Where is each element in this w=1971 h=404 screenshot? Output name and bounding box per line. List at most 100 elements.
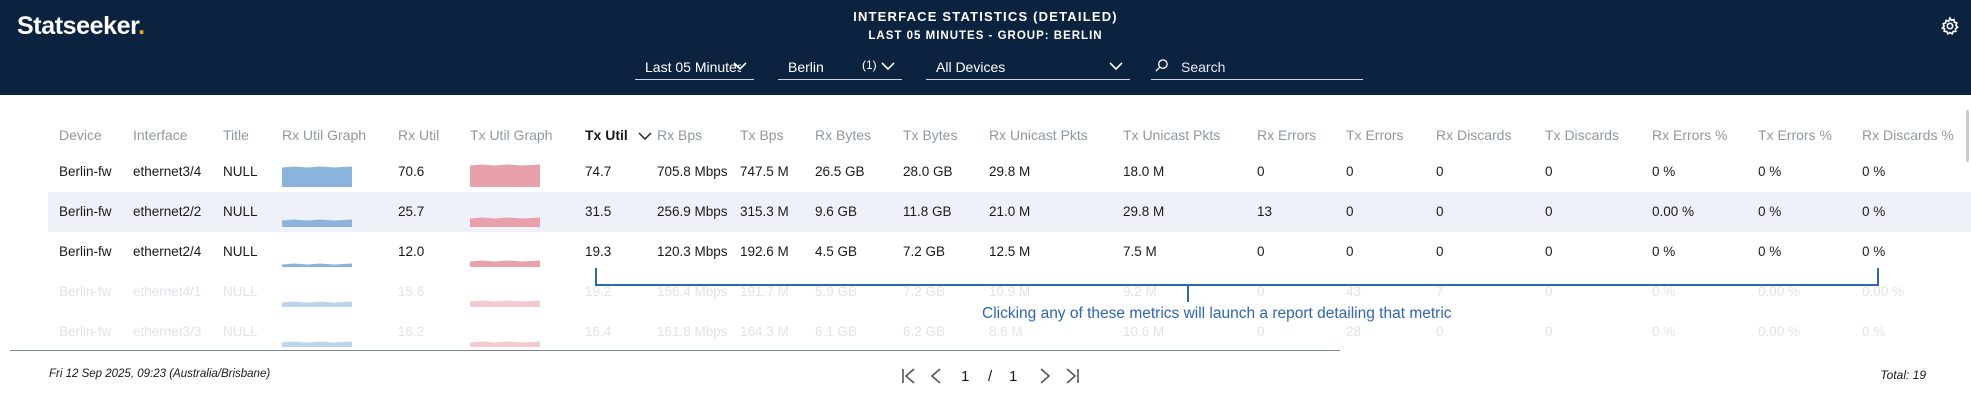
col-rx-bps[interactable]: Rx Bps	[657, 127, 703, 143]
cell-tx-ucast[interactable]: 9.2 M	[1123, 284, 1157, 299]
col-tx-bps[interactable]: Tx Bps	[740, 127, 784, 143]
cell-rx-bps[interactable]: 120.3 Mbps	[657, 244, 728, 259]
statseeker-logo[interactable]: Statseeker.	[17, 12, 145, 41]
cell-tx-ucast[interactable]: 10.6 M	[1123, 324, 1165, 339]
cell-tx-err-pct[interactable]: 0.00 %	[1758, 284, 1801, 299]
cell-rx-disc-pct[interactable]: 0 %	[1862, 324, 1886, 339]
col-title[interactable]: Title	[223, 127, 249, 143]
cell-rx-bps[interactable]: 256.9 Mbps	[657, 204, 728, 219]
cell-tx-util[interactable]: 16.4	[585, 324, 612, 339]
cell-rx-err-pct[interactable]: 0.00 %	[1652, 204, 1695, 219]
cell-rx-disc[interactable]: 0	[1436, 244, 1444, 259]
cell-rx-util[interactable]: 25.7	[398, 204, 425, 219]
cell-rx-bps[interactable]: 156.4 Mbps	[657, 284, 728, 299]
cell-tx-ucast[interactable]: 29.8 M	[1123, 204, 1165, 219]
cell-tx-bytes[interactable]: 6.2 GB	[903, 324, 946, 339]
cell-rx-ucast[interactable]: 8.6 M	[989, 324, 1023, 339]
cell-rx-err-pct[interactable]: 0 %	[1652, 284, 1676, 299]
cell-tx-bps[interactable]: 192.6 M	[740, 244, 789, 259]
cell-tx-bps[interactable]: 191.7 M	[740, 284, 789, 299]
cell-rx-bytes[interactable]: 4.5 GB	[815, 244, 858, 259]
cell-rx-err[interactable]: 13	[1257, 204, 1273, 219]
rx-util-graph[interactable]	[282, 198, 352, 227]
tx-util-graph[interactable]	[470, 238, 540, 267]
col-rx-errors[interactable]: Rx Errors	[1257, 127, 1317, 143]
cell-tx-disc[interactable]: 0	[1545, 204, 1553, 219]
cell-rx-ucast[interactable]: 12.5 M	[989, 244, 1031, 259]
col-tx-util-graph[interactable]: Tx Util Graph	[470, 127, 553, 143]
cell-tx-err[interactable]: 0	[1346, 204, 1354, 219]
col-rx-discards[interactable]: Rx Discards	[1436, 127, 1512, 143]
table-row[interactable]: Berlin-fw ethernet2/2 NULL 25.7 31.5 256.9 Mb…	[48, 192, 1971, 232]
group-select[interactable]: Berlin (1)	[778, 56, 902, 80]
cell-rx-err-pct[interactable]: 0 %	[1652, 244, 1676, 259]
cell-tx-bps[interactable]: 747.5 M	[740, 164, 789, 179]
cell-rx-util[interactable]: 12.0	[398, 244, 425, 259]
tx-util-graph[interactable]	[470, 158, 540, 187]
col-tx-util[interactable]: Tx Util	[585, 127, 652, 143]
cell-tx-err[interactable]: 43	[1346, 284, 1362, 299]
col-interface[interactable]: Interface	[133, 127, 188, 143]
cell-rx-err-pct[interactable]: 0 %	[1652, 164, 1676, 179]
cell-tx-err-pct[interactable]: 0 %	[1758, 164, 1782, 179]
cell-rx-bytes[interactable]: 9.6 GB	[815, 204, 858, 219]
cell-rx-err[interactable]: 0	[1257, 244, 1265, 259]
next-page-icon[interactable]	[1036, 366, 1054, 386]
cell-rx-ucast[interactable]: 10.9 M	[989, 284, 1031, 299]
cell-tx-ucast[interactable]: 7.5 M	[1123, 244, 1157, 259]
cell-rx-bps[interactable]: 705.8 Mbps	[657, 164, 728, 179]
cell-tx-err-pct[interactable]: 0 %	[1758, 204, 1782, 219]
table-row[interactable]: Berlin-fw ethernet4/1 NULL 15.6 19.2 156.4 Mb…	[48, 272, 1971, 312]
cell-tx-err[interactable]: 0	[1346, 244, 1354, 259]
prev-page-icon[interactable]	[927, 366, 945, 386]
cell-tx-err-pct[interactable]: 0.00 %	[1758, 324, 1801, 339]
search-input[interactable]: Search	[1151, 56, 1363, 80]
col-tx-unicast-pkts[interactable]: Tx Unicast Pkts	[1123, 127, 1221, 143]
first-page-icon[interactable]	[900, 366, 918, 386]
cell-tx-err[interactable]: 28	[1346, 324, 1362, 339]
time-range-select[interactable]: Last 05 Minutes	[635, 56, 754, 80]
cell-rx-util[interactable]: 16.2	[398, 324, 425, 339]
horizontal-scrollbar[interactable]	[10, 350, 1340, 351]
col-rx-util-graph[interactable]: Rx Util Graph	[282, 127, 367, 143]
cell-rx-util[interactable]: 70.6	[398, 164, 425, 179]
col-tx-errors-pct[interactable]: Tx Errors %	[1758, 127, 1832, 143]
col-rx-util[interactable]: Rx Util	[398, 127, 440, 143]
cell-rx-disc-pct[interactable]: 0 %	[1862, 244, 1886, 259]
vertical-scrollbar[interactable]	[1966, 110, 1969, 162]
cell-tx-util[interactable]: 74.7	[585, 164, 612, 179]
cell-rx-ucast[interactable]: 21.0 M	[989, 204, 1031, 219]
col-rx-bytes[interactable]: Rx Bytes	[815, 127, 872, 143]
cell-rx-bytes[interactable]: 26.5 GB	[815, 164, 865, 179]
devices-select[interactable]: All Devices	[926, 56, 1130, 80]
cell-tx-util[interactable]: 31.5	[585, 204, 612, 219]
cell-tx-disc[interactable]: 0	[1545, 164, 1553, 179]
cell-rx-bytes[interactable]: 5.9 GB	[815, 284, 858, 299]
cell-rx-disc-pct[interactable]: 0 %	[1862, 204, 1886, 219]
cell-rx-disc[interactable]: 7	[1436, 284, 1444, 299]
col-rx-unicast-pkts[interactable]: Rx Unicast Pkts	[989, 127, 1088, 143]
cell-tx-bps[interactable]: 164.3 M	[740, 324, 789, 339]
cell-tx-disc[interactable]: 0	[1545, 324, 1553, 339]
cell-tx-bytes[interactable]: 7.2 GB	[903, 244, 946, 259]
cell-tx-disc[interactable]: 0	[1545, 284, 1553, 299]
col-rx-errors-pct[interactable]: Rx Errors %	[1652, 127, 1728, 143]
tx-util-graph[interactable]	[470, 198, 540, 227]
cell-rx-bytes[interactable]: 6.1 GB	[815, 324, 858, 339]
rx-util-graph[interactable]	[282, 278, 352, 307]
cell-rx-ucast[interactable]: 29.8 M	[989, 164, 1031, 179]
tx-util-graph[interactable]	[470, 278, 540, 307]
cell-rx-err-pct[interactable]: 0 %	[1652, 324, 1676, 339]
col-tx-bytes[interactable]: Tx Bytes	[903, 127, 958, 143]
col-tx-discards[interactable]: Tx Discards	[1545, 127, 1619, 143]
cell-tx-ucast[interactable]: 18.0 M	[1123, 164, 1165, 179]
rx-util-graph[interactable]	[282, 318, 352, 347]
cell-tx-util[interactable]: 19.2	[585, 284, 612, 299]
cell-rx-disc[interactable]: 0	[1436, 204, 1444, 219]
cell-tx-err-pct[interactable]: 0 %	[1758, 244, 1782, 259]
cell-rx-disc[interactable]: 0	[1436, 164, 1444, 179]
cell-tx-bytes[interactable]: 28.0 GB	[903, 164, 953, 179]
col-device[interactable]: Device	[59, 127, 102, 143]
cell-tx-disc[interactable]: 0	[1545, 244, 1553, 259]
cell-tx-bps[interactable]: 315.3 M	[740, 204, 789, 219]
